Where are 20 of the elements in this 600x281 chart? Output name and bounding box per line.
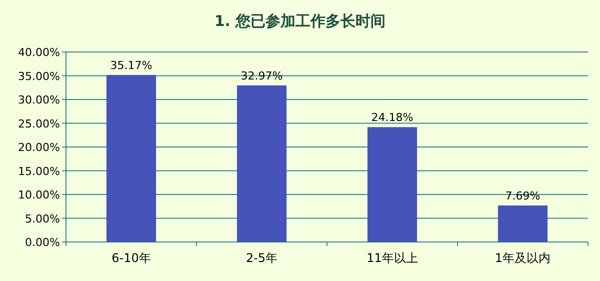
y-tick-label: 30.00% — [18, 94, 60, 106]
x-tick-label: 1年及以内 — [494, 251, 551, 265]
data-label: 24.18% — [371, 111, 414, 124]
y-tick-label: 35.00% — [18, 70, 60, 83]
bar — [498, 205, 548, 242]
x-tick-label: 2-5年 — [246, 251, 278, 265]
y-tick-label: 0.00% — [25, 236, 60, 249]
bar — [367, 127, 418, 242]
y-tick-label: 20.00% — [18, 141, 60, 154]
chart-title: 1. 您已参加工作多长时间 — [214, 12, 386, 30]
x-tick-label: 11年以上 — [366, 251, 418, 265]
bar — [236, 85, 287, 242]
y-tick-label: 5.00% — [25, 212, 60, 226]
y-tick-label: 40.00% — [18, 46, 60, 59]
bar — [106, 74, 156, 242]
data-label: 35.17% — [110, 58, 152, 72]
y-tick-label: 10.00% — [18, 188, 60, 202]
y-tick-label: 25.00% — [18, 117, 60, 130]
x-tick-label: 6-10年 — [112, 251, 151, 265]
y-tick-label: 15.00% — [18, 164, 60, 178]
